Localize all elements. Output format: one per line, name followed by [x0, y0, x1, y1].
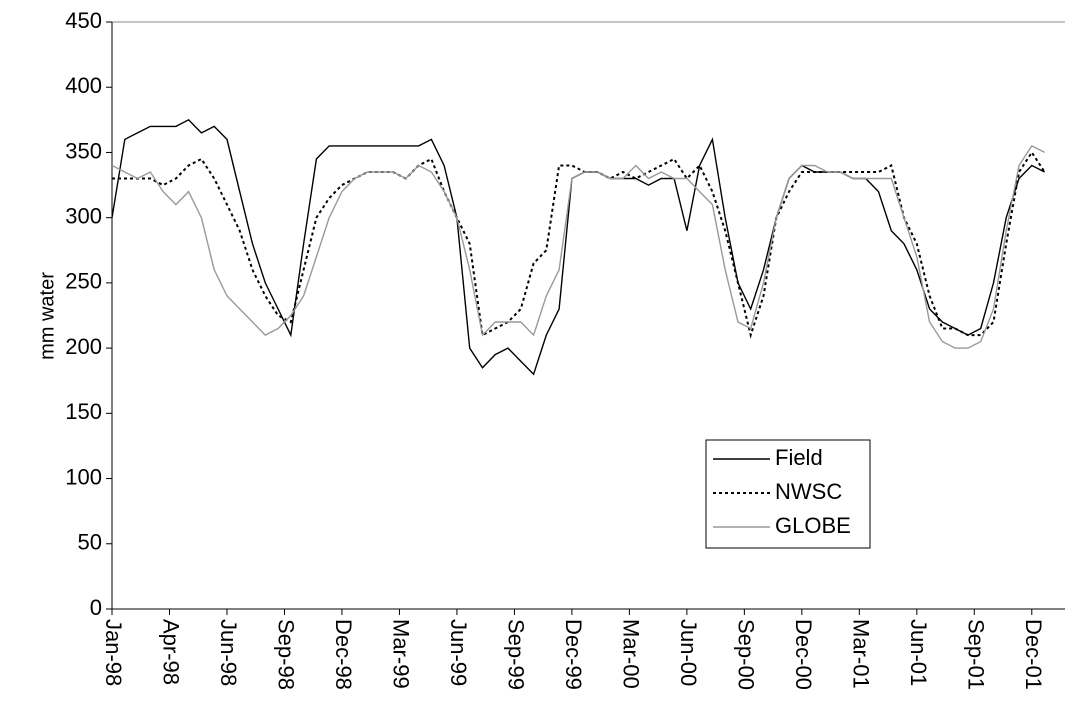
x-tick-label: Jun-01 [906, 619, 931, 686]
series-line [112, 150, 1046, 339]
x-tick-label: Dec-00 [791, 619, 816, 690]
x-tick-label: Dec-99 [561, 619, 586, 690]
y-tick-label: 150 [65, 399, 102, 424]
x-tick-label: Dec-01 [1021, 619, 1046, 690]
x-tick-label: Apr-98 [159, 619, 184, 685]
y-tick-label: 50 [78, 530, 102, 555]
legend-label: Field [775, 445, 823, 470]
x-tick-label: Sep-00 [734, 619, 759, 690]
y-axis-label: mm water [36, 272, 58, 360]
x-tick-label: Mar-99 [389, 619, 414, 689]
y-tick-label: 400 [65, 73, 102, 98]
series-line [111, 144, 1045, 349]
x-tick-label: Mar-00 [619, 619, 644, 689]
x-tick-label: Mar-01 [849, 619, 874, 689]
y-tick-label: 450 [65, 8, 102, 33]
y-tick-label: 100 [65, 464, 102, 489]
y-tick-label: 300 [65, 203, 102, 228]
y-tick-label: 250 [65, 269, 102, 294]
x-tick-label: Dec-98 [331, 619, 356, 690]
x-tick-label: Sep-01 [963, 619, 988, 690]
x-tick-label: Jun-98 [216, 619, 241, 686]
x-tick-label: Jan-98 [101, 619, 126, 686]
y-tick-label: 200 [65, 334, 102, 359]
y-tick-label: 0 [90, 595, 102, 620]
legend-label: NWSC [775, 479, 842, 504]
x-tick-label: Sep-98 [274, 619, 299, 690]
x-tick-label: Sep-99 [504, 619, 529, 690]
x-tick-label: Jun-00 [676, 619, 701, 686]
series-line [111, 118, 1045, 376]
x-tick-label: Jun-99 [446, 619, 471, 686]
y-tick-label: 350 [65, 138, 102, 163]
legend-label: GLOBE [775, 513, 851, 538]
